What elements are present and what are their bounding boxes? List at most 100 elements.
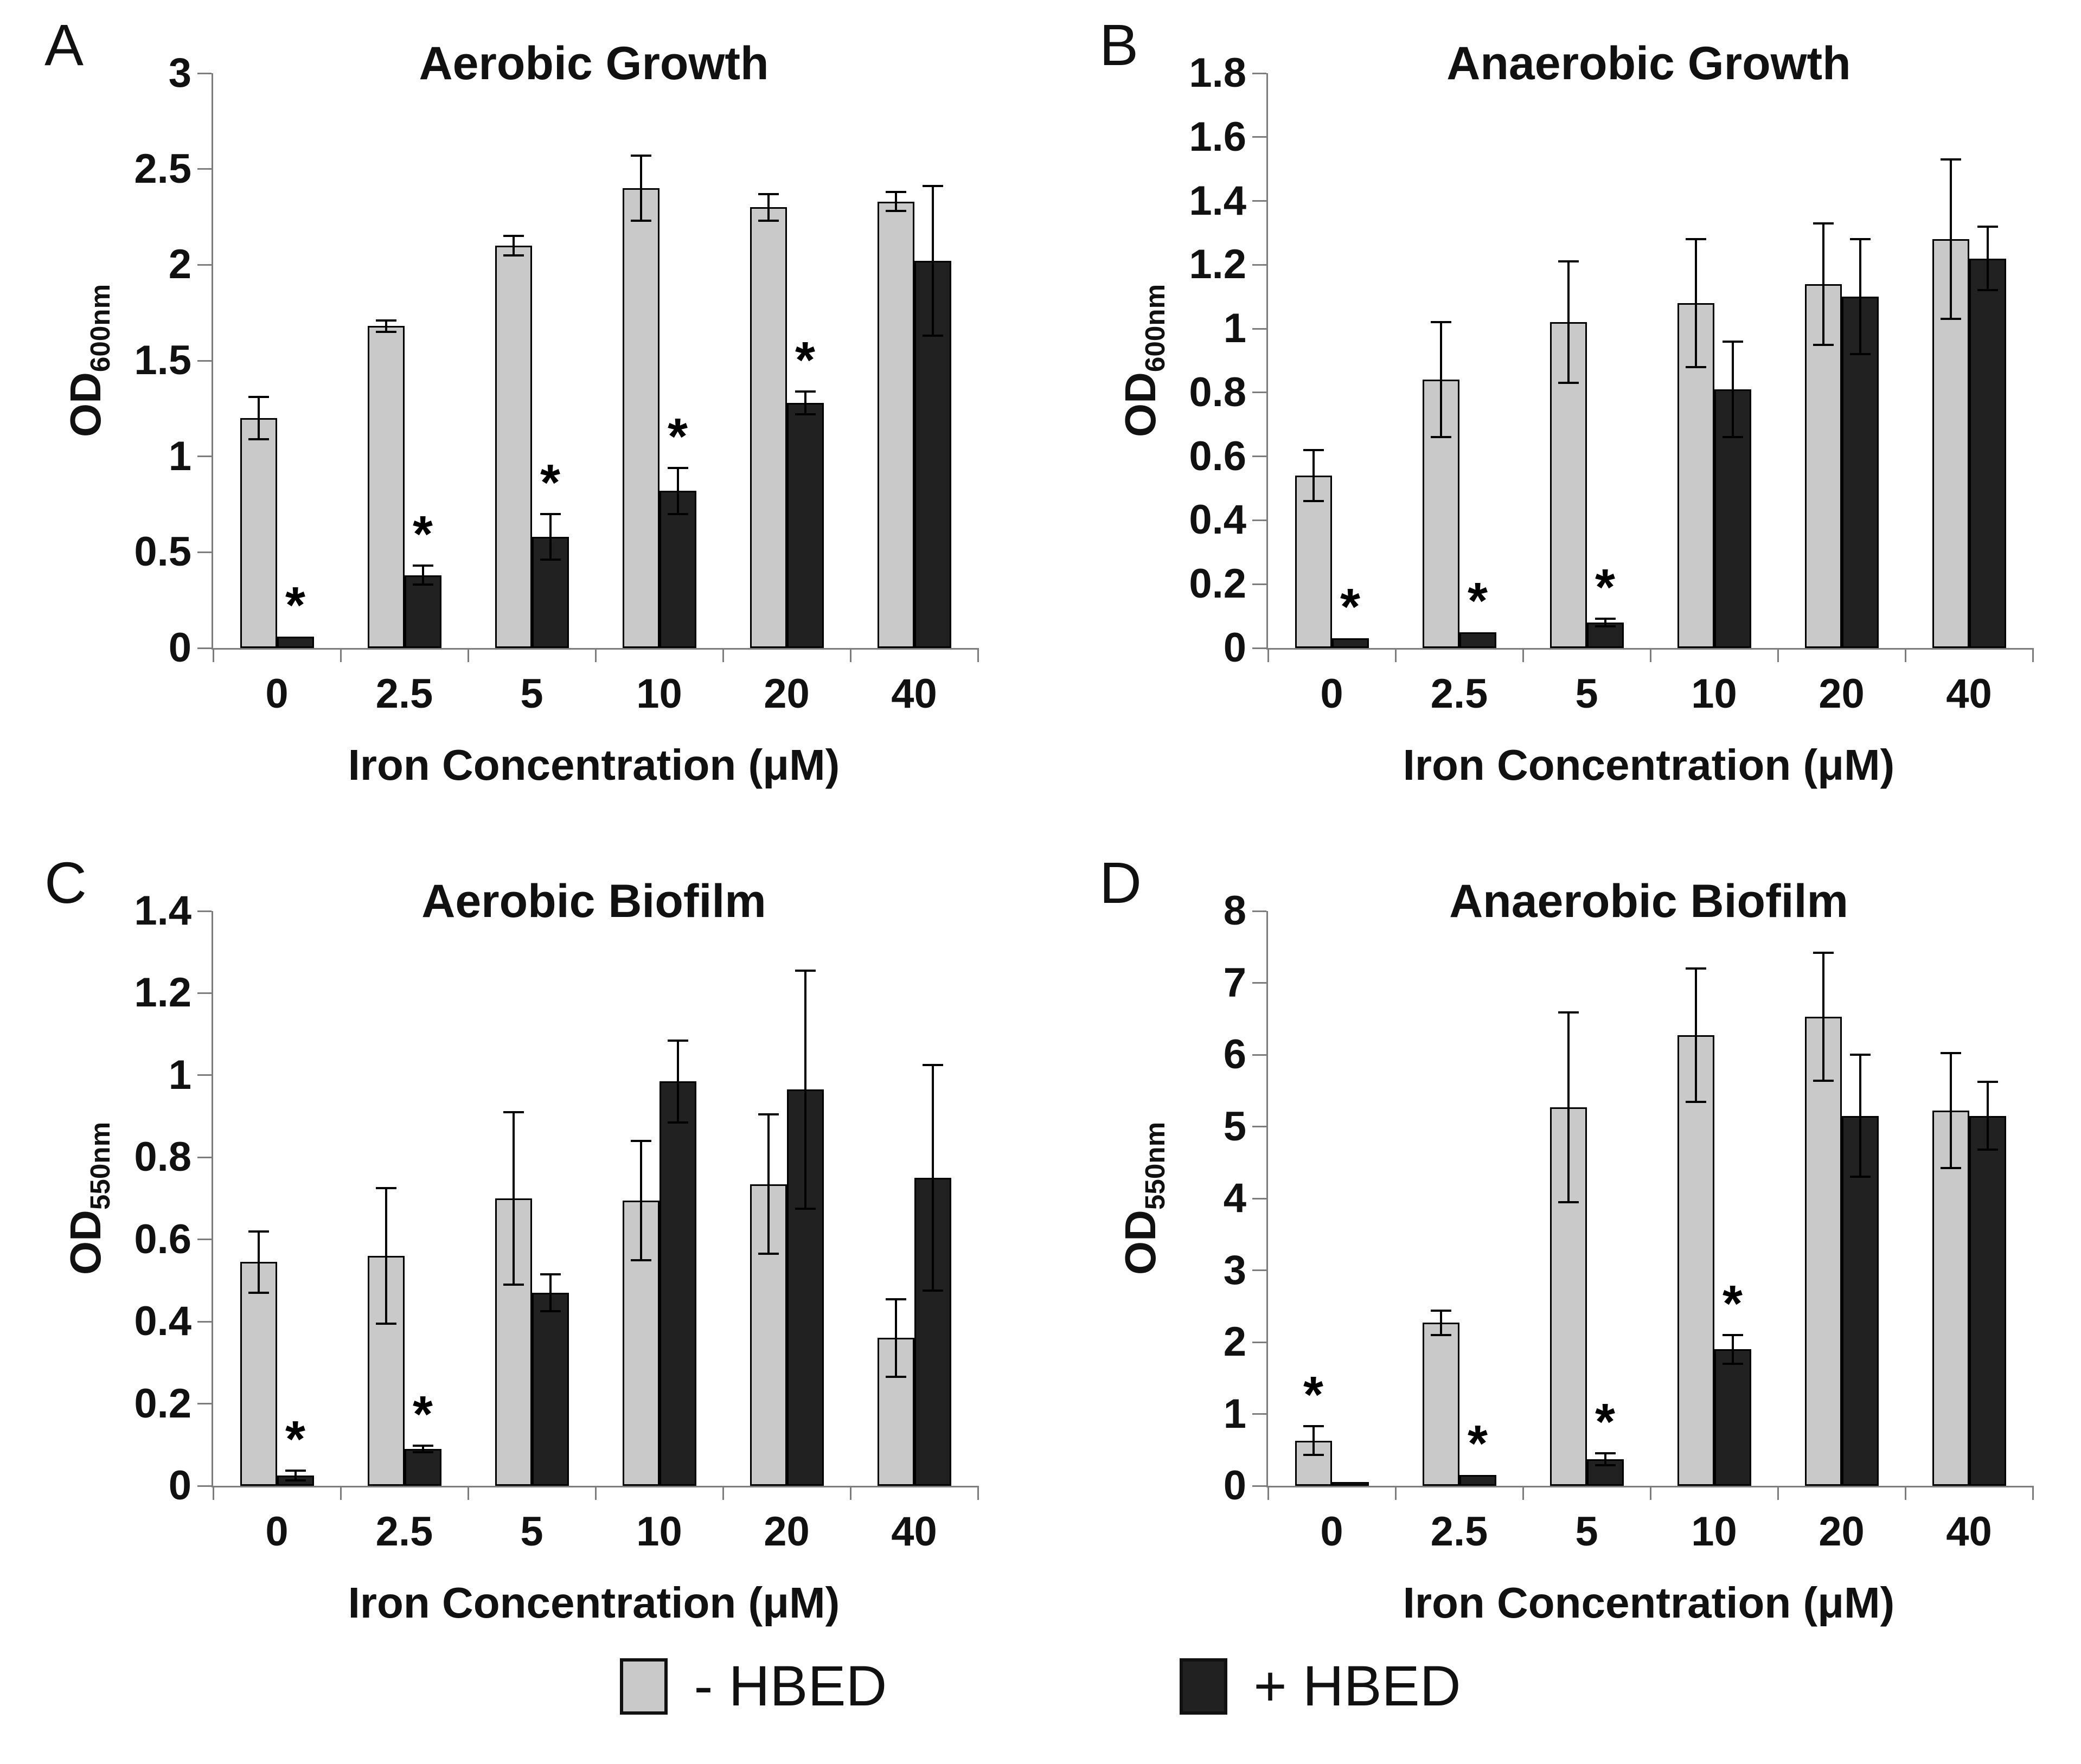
error-bar: [257, 397, 260, 439]
error-bar-cap: [1303, 448, 1324, 451]
bar-plus-hbed: [1714, 1349, 1751, 1486]
error-bar: [639, 155, 642, 221]
bar-minus-hbed: [240, 418, 277, 648]
plot-area: 0 0.5 1 1.5 2 2.5 3 0 * 2.5 * 5 * 10 * 20 * 40: [134, 50, 979, 717]
legend: - HBED + HBED: [0, 1654, 2081, 1719]
bar-plus-hbed: [1331, 1482, 1369, 1486]
error-bar: [804, 970, 806, 1209]
error-bar-cap: [540, 1310, 561, 1313]
error-bar-cap: [1595, 617, 1616, 620]
y-tick-label: 0.8: [134, 1134, 191, 1181]
x-tick-label: 40: [891, 671, 937, 717]
error-bar: [931, 186, 934, 336]
error-bar-cap: [758, 193, 779, 195]
bar-minus-hbed: [367, 326, 405, 648]
error-bar-cap: [1722, 340, 1743, 343]
x-tick-label: 2.5: [1430, 1509, 1488, 1555]
x-tick: [1267, 648, 1269, 662]
error-bar-cap: [667, 512, 688, 515]
error-bar-cap: [758, 1253, 779, 1255]
x-tick-label: 2.5: [375, 671, 433, 717]
x-tick: [1904, 1486, 1906, 1500]
bar-minus-hbed: [1804, 1016, 1842, 1486]
chart-title: Aerobic Biofilm: [421, 875, 766, 927]
y-tick-label: 0.4: [134, 1298, 191, 1345]
significance-asterisk: *: [1723, 1274, 1743, 1332]
error-bar: [1859, 239, 1861, 355]
panel-letter-b: B: [1099, 12, 1139, 78]
y-tick-label: 5: [1223, 1103, 1246, 1150]
y-tick-label: 0.6: [1189, 433, 1246, 479]
error-bar: [1604, 1453, 1606, 1465]
y-tick-label: 0: [1223, 1462, 1246, 1509]
significance-asterisk: *: [668, 407, 688, 465]
panel-b-anaerobic-growth: B OD600nm 0 0.2 0.4 0.6 0.8 1 1.2 1.4 1.6 1.8 0 * 2.…: [1077, 11, 2080, 841]
error-bar-cap: [795, 390, 816, 393]
error-bar-cap: [1977, 1148, 1998, 1151]
error-bar-cap: [1722, 1362, 1743, 1365]
error-bar-cap: [1685, 238, 1706, 241]
x-tick: [1394, 1486, 1397, 1500]
x-tick-label: 0: [1320, 1509, 1343, 1555]
bar-plus-hbed: [659, 491, 696, 648]
x-tick: [1777, 1486, 1779, 1500]
y-tick-label: 7: [1223, 959, 1246, 1006]
error-bar: [1986, 1082, 1989, 1150]
x-tick: [594, 648, 597, 662]
error-bar: [931, 1064, 934, 1291]
y-tick-label: 0.2: [134, 1380, 191, 1427]
panel-letter-d: D: [1099, 850, 1142, 915]
error-bar-cap: [1595, 1464, 1616, 1466]
panel-d-anaerobic-biofilm: D OD550nm 0 1 2 3 4 5 6 7 8 0 * 2.5 * 5 * 10 * 20 40 Anaer…: [1077, 849, 2080, 1678]
error-bar: [767, 194, 770, 221]
y-tick-label: 0.4: [1189, 497, 1246, 543]
error-bar-cap: [1722, 436, 1743, 439]
y-tick-label: 0: [168, 1462, 191, 1509]
x-axis-title: Iron Concentration (μM): [348, 741, 840, 789]
error-bar: [1859, 1055, 1861, 1177]
error-bar-cap: [922, 1063, 943, 1066]
chart-title: Anaerobic Growth: [1446, 37, 1851, 89]
x-tick-label: 0: [1320, 671, 1343, 717]
bar-plus-hbed: [1969, 258, 2006, 648]
y-tick: [197, 1485, 212, 1487]
x-tick-label: 20: [764, 1509, 810, 1555]
error-bar-cap: [1977, 1081, 1998, 1083]
error-bar-cap: [1813, 1079, 1834, 1082]
x-tick-label: 5: [520, 1509, 543, 1555]
panel-a-aerobic-growth: A OD600nm 0 0.5 1 1.5 2 2.5 3 0 * 2.5 * 5 * 10 * 20 * 40 …: [22, 11, 1025, 841]
bar-plus-hbed: [404, 575, 441, 648]
y-tick-label: 2: [1223, 1319, 1246, 1365]
y-tick-label: 1: [1223, 1390, 1246, 1437]
error-bar: [1694, 968, 1697, 1102]
x-tick: [594, 1486, 597, 1500]
error-bar-cap: [667, 1121, 688, 1124]
y-tick-label: 1.5: [134, 337, 191, 383]
y-tick: [197, 456, 212, 458]
x-tick: [467, 648, 469, 662]
error-bar-cap: [795, 1207, 816, 1210]
error-bar: [1567, 261, 1570, 383]
bar-minus-hbed: [1295, 476, 1332, 648]
significance-asterisk: *: [1595, 558, 1615, 616]
x-tick: [1777, 648, 1779, 662]
y-tick-label: 0: [168, 625, 191, 671]
x-tick: [849, 1486, 851, 1500]
x-tick: [1522, 648, 1524, 662]
error-bar: [1731, 341, 1734, 438]
y-tick-label: 3: [1223, 1247, 1246, 1293]
bar-plus-hbed: [1459, 632, 1496, 648]
error-bar: [385, 1188, 387, 1324]
bar-minus-hbed: [1804, 284, 1842, 648]
panel-letter-c: C: [44, 850, 87, 915]
error-bar-cap: [1977, 289, 1998, 292]
error-bar-cap: [885, 191, 906, 194]
x-tick-label: 40: [1946, 671, 1992, 717]
error-bar: [421, 566, 424, 585]
bar-minus-hbed: [622, 188, 659, 648]
y-tick: [197, 551, 212, 553]
error-bar-cap: [795, 969, 816, 972]
y-tick: [1252, 519, 1266, 521]
x-tick-label: 0: [265, 671, 289, 717]
error-bar-cap: [503, 235, 524, 238]
